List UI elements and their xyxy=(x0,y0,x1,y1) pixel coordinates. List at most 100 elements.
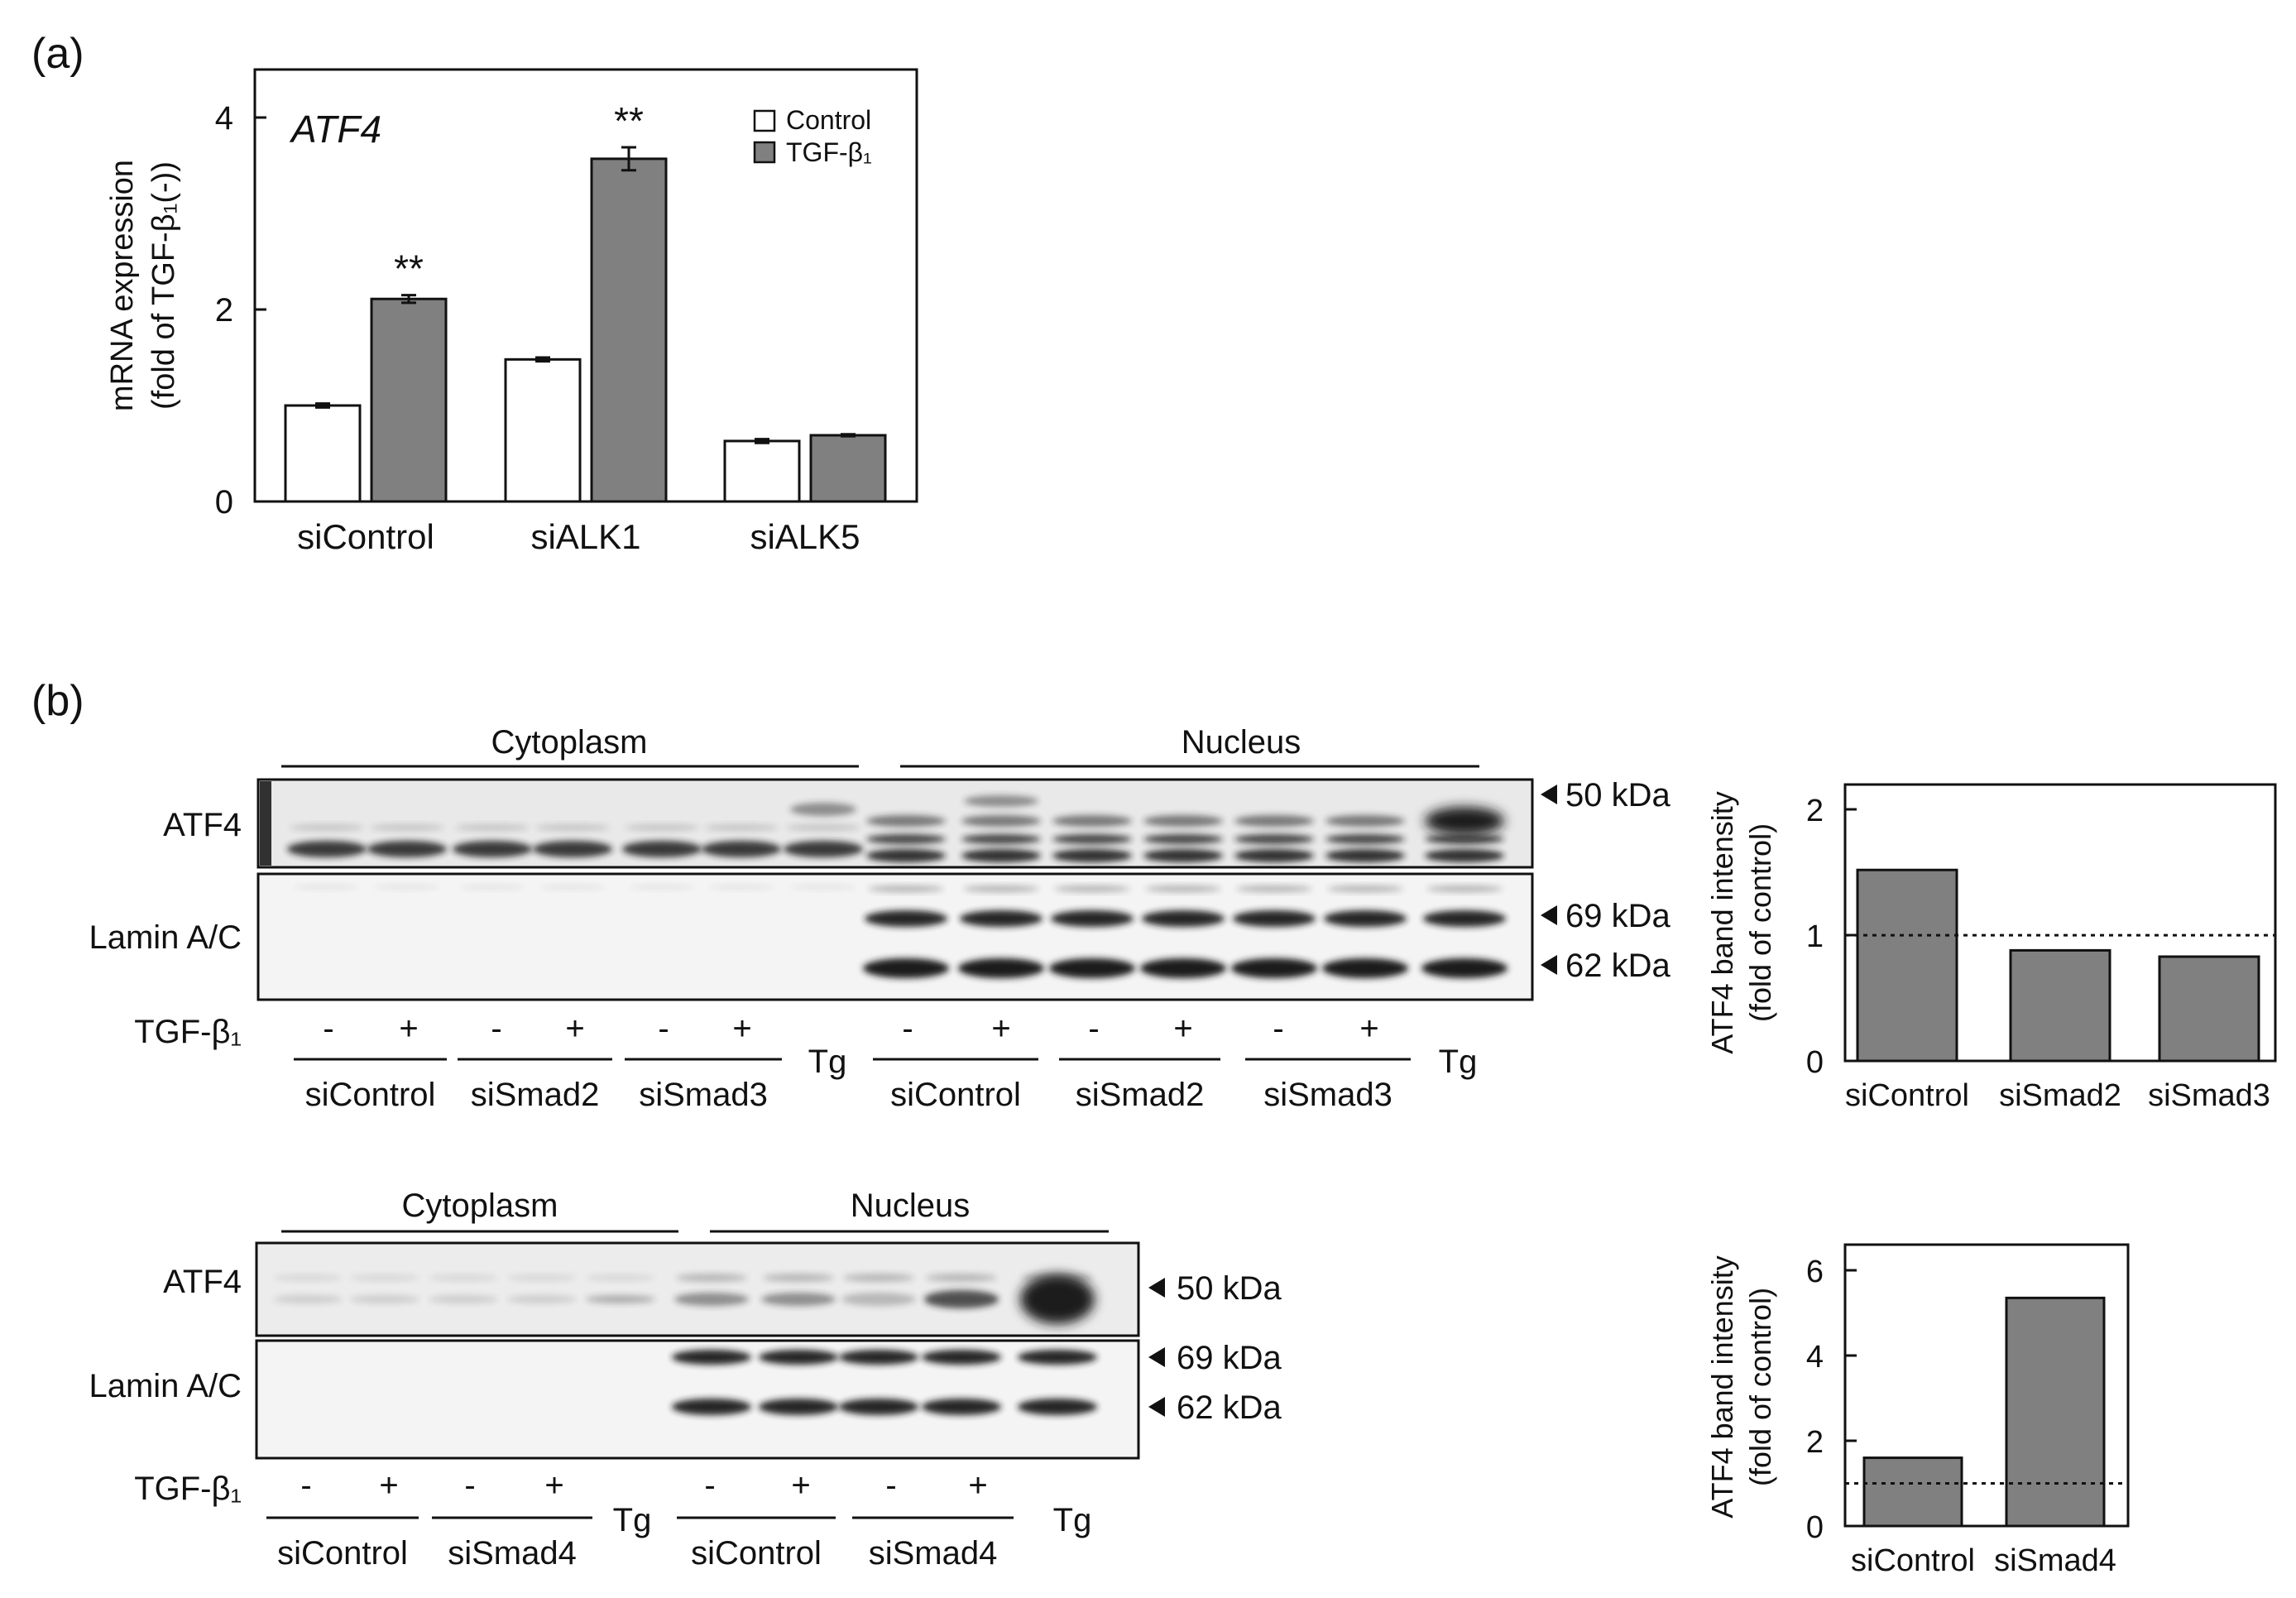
blot-band xyxy=(294,885,360,890)
blot-band xyxy=(1020,1274,1095,1324)
blot-band xyxy=(507,1274,577,1281)
tg-label: Tg xyxy=(1439,1044,1478,1080)
lane-sign: + xyxy=(565,1010,584,1047)
blot-band xyxy=(1049,958,1135,978)
bar xyxy=(1856,868,1958,1063)
lane-sign: - xyxy=(300,1467,311,1504)
blot-band xyxy=(287,841,367,857)
bar-marks xyxy=(1845,1296,2128,1528)
blot-band xyxy=(1234,834,1314,844)
x-tick-label: siControl xyxy=(1845,1078,1969,1113)
row-label-lamin: Lamin A/C xyxy=(89,1368,242,1404)
blot-band xyxy=(622,841,702,857)
group-label: siControl xyxy=(277,1535,408,1572)
marker-label: 69 kDa xyxy=(1565,898,1670,934)
lane-sign: - xyxy=(902,1010,913,1047)
significance-marker: ** xyxy=(394,247,424,290)
tg-label: Tg xyxy=(1053,1502,1092,1538)
lane-sign: - xyxy=(1088,1010,1099,1047)
blot-band xyxy=(455,824,530,831)
lane-sign: + xyxy=(379,1467,398,1504)
x-tick-labels: siControl siALK1 siALK5 xyxy=(297,517,860,556)
lane-sign: + xyxy=(544,1467,563,1504)
group-label: siControl xyxy=(305,1077,436,1113)
blot-band xyxy=(1145,885,1221,892)
blot-band xyxy=(1018,1399,1097,1415)
blot-band xyxy=(1421,958,1507,978)
group-label: siSmad4 xyxy=(448,1535,577,1572)
lane-sign: + xyxy=(399,1010,418,1047)
marker-arrow xyxy=(1541,785,1557,804)
blot-band xyxy=(708,885,774,890)
plot-frame xyxy=(1843,1243,2130,1528)
blot-band xyxy=(863,958,949,978)
blot-band xyxy=(963,885,1039,892)
lane-sign: - xyxy=(323,1010,333,1047)
lane-sign: - xyxy=(1273,1010,1283,1047)
y-ticks: 0 1 2 xyxy=(1806,794,1857,1080)
group-label: siSmad4 xyxy=(869,1535,998,1572)
tg-label: Tg xyxy=(808,1044,847,1080)
y-axis-label-line1: ATF4 band intensity xyxy=(1705,791,1739,1054)
bar xyxy=(590,157,668,503)
blot-band xyxy=(922,1350,1001,1365)
blot-band xyxy=(1425,849,1504,862)
blot-band xyxy=(1018,1350,1097,1365)
blot-band xyxy=(790,885,856,890)
lane-sign: + xyxy=(968,1467,987,1504)
bar xyxy=(809,434,887,503)
y-axis-label: mRNA expression (fold of TGF-β₁(-)) xyxy=(105,160,181,411)
y-tick-label: 0 xyxy=(215,484,233,521)
blot-band xyxy=(672,1399,751,1415)
lane-sign: + xyxy=(791,1467,810,1504)
blot-band xyxy=(535,824,610,831)
y-tick-label: 4 xyxy=(1806,1340,1824,1375)
size-markers: 50 kDa 69 kDa 62 kDa xyxy=(1541,777,1670,984)
blot-band xyxy=(839,1399,918,1415)
bar xyxy=(723,439,801,503)
blot-band xyxy=(866,849,946,862)
blot-band xyxy=(1052,815,1132,827)
blot-band xyxy=(1234,849,1314,862)
marker-arrow xyxy=(1541,905,1557,925)
x-tick-labels: siControl siSmad2 siSmad3 xyxy=(1845,1078,2270,1113)
y-tick-label: 0 xyxy=(1806,1045,1824,1080)
x-tick-label: siSmad4 xyxy=(1994,1543,2116,1578)
group-label: siSmad3 xyxy=(1263,1077,1392,1113)
group-label: siControl xyxy=(691,1535,822,1572)
blot-atf4-panel xyxy=(255,1241,1140,1337)
blot-band xyxy=(761,1293,836,1306)
bar xyxy=(2009,948,2111,1063)
marker-label: 50 kDa xyxy=(1565,777,1670,813)
blot-band xyxy=(1052,834,1132,844)
blot-band xyxy=(1426,885,1503,892)
blot-band xyxy=(676,1274,747,1282)
marker-label: 62 kDa xyxy=(1177,1389,1282,1426)
blot-band xyxy=(865,910,947,927)
blot-band xyxy=(1234,815,1314,827)
blot-band xyxy=(1322,958,1408,978)
blot-band xyxy=(866,834,946,844)
blot-band xyxy=(586,1295,655,1303)
blot-band xyxy=(429,1295,498,1303)
x-tick-label: siSmad2 xyxy=(1999,1078,2121,1113)
blot-smad4: Cytoplasm Nucleus ATF4 Lamin A/C 50 kDa … xyxy=(89,1188,1282,1572)
blot-smad23: Cytoplasm Nucleus ATF4 Lamin A/C 50 kDa … xyxy=(89,724,1670,1113)
x-tick-label: siControl xyxy=(1851,1543,1975,1578)
blot-band xyxy=(839,1350,918,1365)
chart-title: ATF4 xyxy=(289,108,381,151)
lane-sign: + xyxy=(732,1010,751,1047)
blot-band xyxy=(1233,910,1316,927)
bar xyxy=(504,358,582,503)
treatment-label: TGF-β₁ xyxy=(134,1471,242,1507)
lane-sign: + xyxy=(1359,1010,1378,1047)
lane-annotations: - + - + - + - + - + - + siControl siSmad2 siSmad3 siCon… xyxy=(294,1010,1477,1113)
blot-band xyxy=(784,841,863,857)
y-ticks: 0 2 4 xyxy=(215,100,266,521)
y-tick-label: 2 xyxy=(215,292,233,329)
mrna-chart: ATF4 mRNA expression (fold of TGF-β₁(-))… xyxy=(105,68,918,556)
blot-band xyxy=(1325,815,1405,827)
plot-frame xyxy=(253,68,918,503)
blot-band xyxy=(763,1274,834,1282)
